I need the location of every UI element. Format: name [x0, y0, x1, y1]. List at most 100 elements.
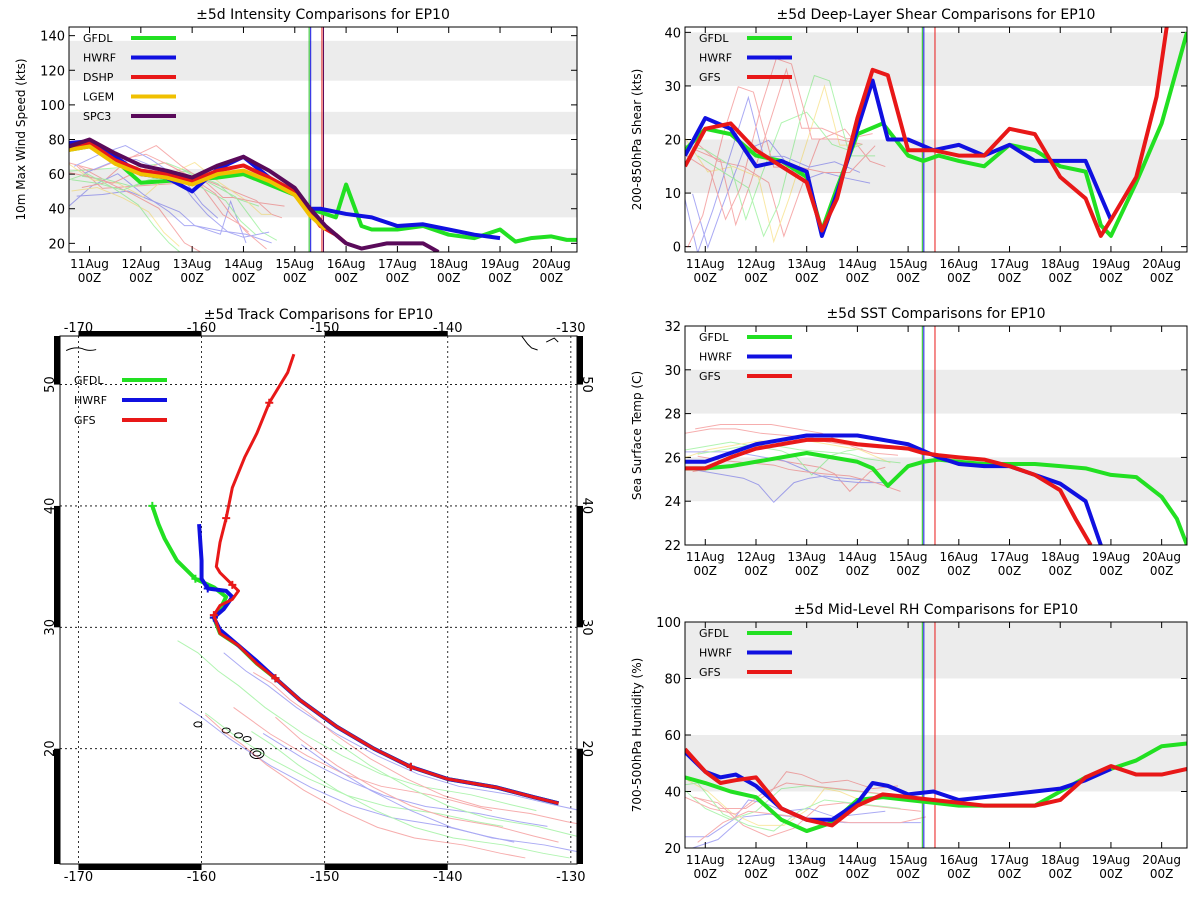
x-tick-date: 13Aug [787, 257, 826, 271]
plot-frame [684, 26, 1188, 253]
x-tick-date: 17Aug [378, 257, 417, 271]
shade-band [685, 457, 1187, 502]
series-line-gfs [685, 747, 1187, 828]
ensemble-line [69, 153, 249, 233]
x-tick-hour: 00Z [744, 564, 768, 578]
track-marker [271, 674, 280, 683]
map-frame [59, 335, 578, 865]
x-tick-hour: 00Z [694, 867, 718, 881]
ensemble-line [81, 181, 202, 252]
track-chart: ±5d Track Comparisons for EP10-170-170-1… [43, 307, 594, 885]
x-tick-date: 11Aug [70, 257, 109, 271]
legend-label-gfdl: GFDL [699, 32, 729, 45]
lon-label-bottom: -150 [310, 870, 340, 885]
chart-title: ±5d Track Comparisons for EP10 [204, 307, 433, 323]
legend-label-gfdl: GFDL [699, 331, 729, 344]
ensemble-line [69, 173, 181, 252]
x-tick-date: 20Aug [1142, 550, 1181, 564]
map-border-segment [54, 505, 60, 628]
ensemble-line [69, 161, 267, 250]
x-tick-date: 19Aug [1092, 853, 1131, 867]
series-line-spc3 [69, 137, 440, 252]
ensemble-track [262, 732, 548, 827]
x-tick-date: 20Aug [1142, 257, 1181, 271]
ensemble-track [251, 731, 570, 859]
ensemble-line [69, 173, 272, 244]
x-tick-date: 20Aug [532, 257, 571, 271]
x-tick-hour: 00Z [1099, 867, 1123, 881]
legend-label-hwrf: HWRF [74, 394, 107, 407]
track-marker [228, 580, 237, 589]
x-tick-date: 14Aug [838, 853, 877, 867]
x-tick-hour: 00Z [488, 271, 512, 285]
ensemble-line [685, 111, 863, 221]
y-tick-label: 40 [48, 203, 65, 218]
x-tick-date: 15Aug [889, 257, 928, 271]
y-tick-label: 30 [664, 80, 681, 95]
island-shape [193, 721, 203, 728]
y-tick-label: 20 [664, 134, 681, 149]
ensemble-line [695, 424, 899, 456]
chart-title: ±5d Intensity Comparisons for EP10 [196, 7, 450, 23]
x-tick-date: 13Aug [787, 550, 826, 564]
y-tick-label: 40 [664, 26, 681, 41]
ensemble-track [331, 738, 577, 837]
y-tick-label: 26 [664, 451, 681, 466]
x-tick-date: 15Aug [889, 550, 928, 564]
y-tick-label: 32 [664, 320, 681, 335]
ensemble-tracks [177, 640, 577, 859]
ensemble-track [223, 652, 577, 811]
x-tick-date: 15Aug [275, 257, 314, 271]
island-shape [249, 748, 265, 760]
series-line-hwrf [685, 750, 1112, 822]
x-tick-date: 13Aug [173, 257, 212, 271]
ensemble-line [69, 162, 260, 207]
legend-label-lgem: LGEM [83, 91, 114, 104]
legend-label-gfs: GFS [74, 414, 96, 427]
y-tick-label: 30 [664, 364, 681, 379]
y-tick-label: 100 [40, 99, 65, 114]
ensemble-members [685, 424, 901, 504]
legend-label-gfs: GFS [699, 71, 721, 84]
x-tick-date: 11Aug [686, 257, 725, 271]
track-series-group [148, 353, 560, 806]
x-tick-hour: 00Z [846, 271, 870, 285]
x-tick-date: 14Aug [838, 257, 877, 271]
x-tick-date: 19Aug [1092, 550, 1131, 564]
map-border-segment [78, 864, 202, 870]
track-marker [265, 398, 274, 407]
series-line-gfs [685, 437, 1093, 545]
ensemble-line [685, 785, 909, 821]
ensemble-line [697, 455, 901, 492]
ensemble-track [233, 707, 493, 812]
x-tick-date: 19Aug [481, 257, 520, 271]
y-tick-label: 20 [48, 237, 65, 252]
x-tick-hour: 00Z [947, 564, 971, 578]
ensemble-line [692, 139, 871, 250]
y-tick-label: 120 [40, 64, 65, 79]
x-tick-hour: 00Z [1048, 271, 1072, 285]
x-tick-hour: 00Z [896, 271, 920, 285]
x-tick-hour: 00Z [283, 271, 307, 285]
x-tick-hour: 00Z [180, 271, 204, 285]
lon-label-bottom: -130 [556, 870, 586, 885]
x-tick-date: 13Aug [787, 853, 826, 867]
chart-title: ±5d Deep-Layer Shear Comparisons for EP1… [777, 7, 1096, 23]
track-marker [222, 514, 231, 523]
x-tick-hour: 00Z [540, 271, 564, 285]
x-tick-hour: 00Z [694, 271, 718, 285]
x-tick-date: 20Aug [1142, 853, 1181, 867]
y-axis-label: 10m Max Wind Speed (kts) [14, 58, 28, 220]
legend-label-hwrf: HWRF [83, 52, 116, 65]
series-line-gfdl [685, 451, 1187, 545]
legend-label-gfdl: GFDL [74, 374, 104, 387]
series-group [685, 27, 1187, 238]
map-border-segment [577, 748, 583, 864]
y-tick-label: 100 [656, 616, 681, 631]
ensemble-line [685, 782, 914, 815]
ensemble-line [694, 771, 899, 809]
track-marker [406, 762, 415, 771]
legend-label-gfdl: GFDL [83, 32, 113, 45]
shear-chart: ±5d Deep-Layer Shear Comparisons for EP1… [630, 7, 1188, 285]
ensemble-line [685, 451, 886, 484]
